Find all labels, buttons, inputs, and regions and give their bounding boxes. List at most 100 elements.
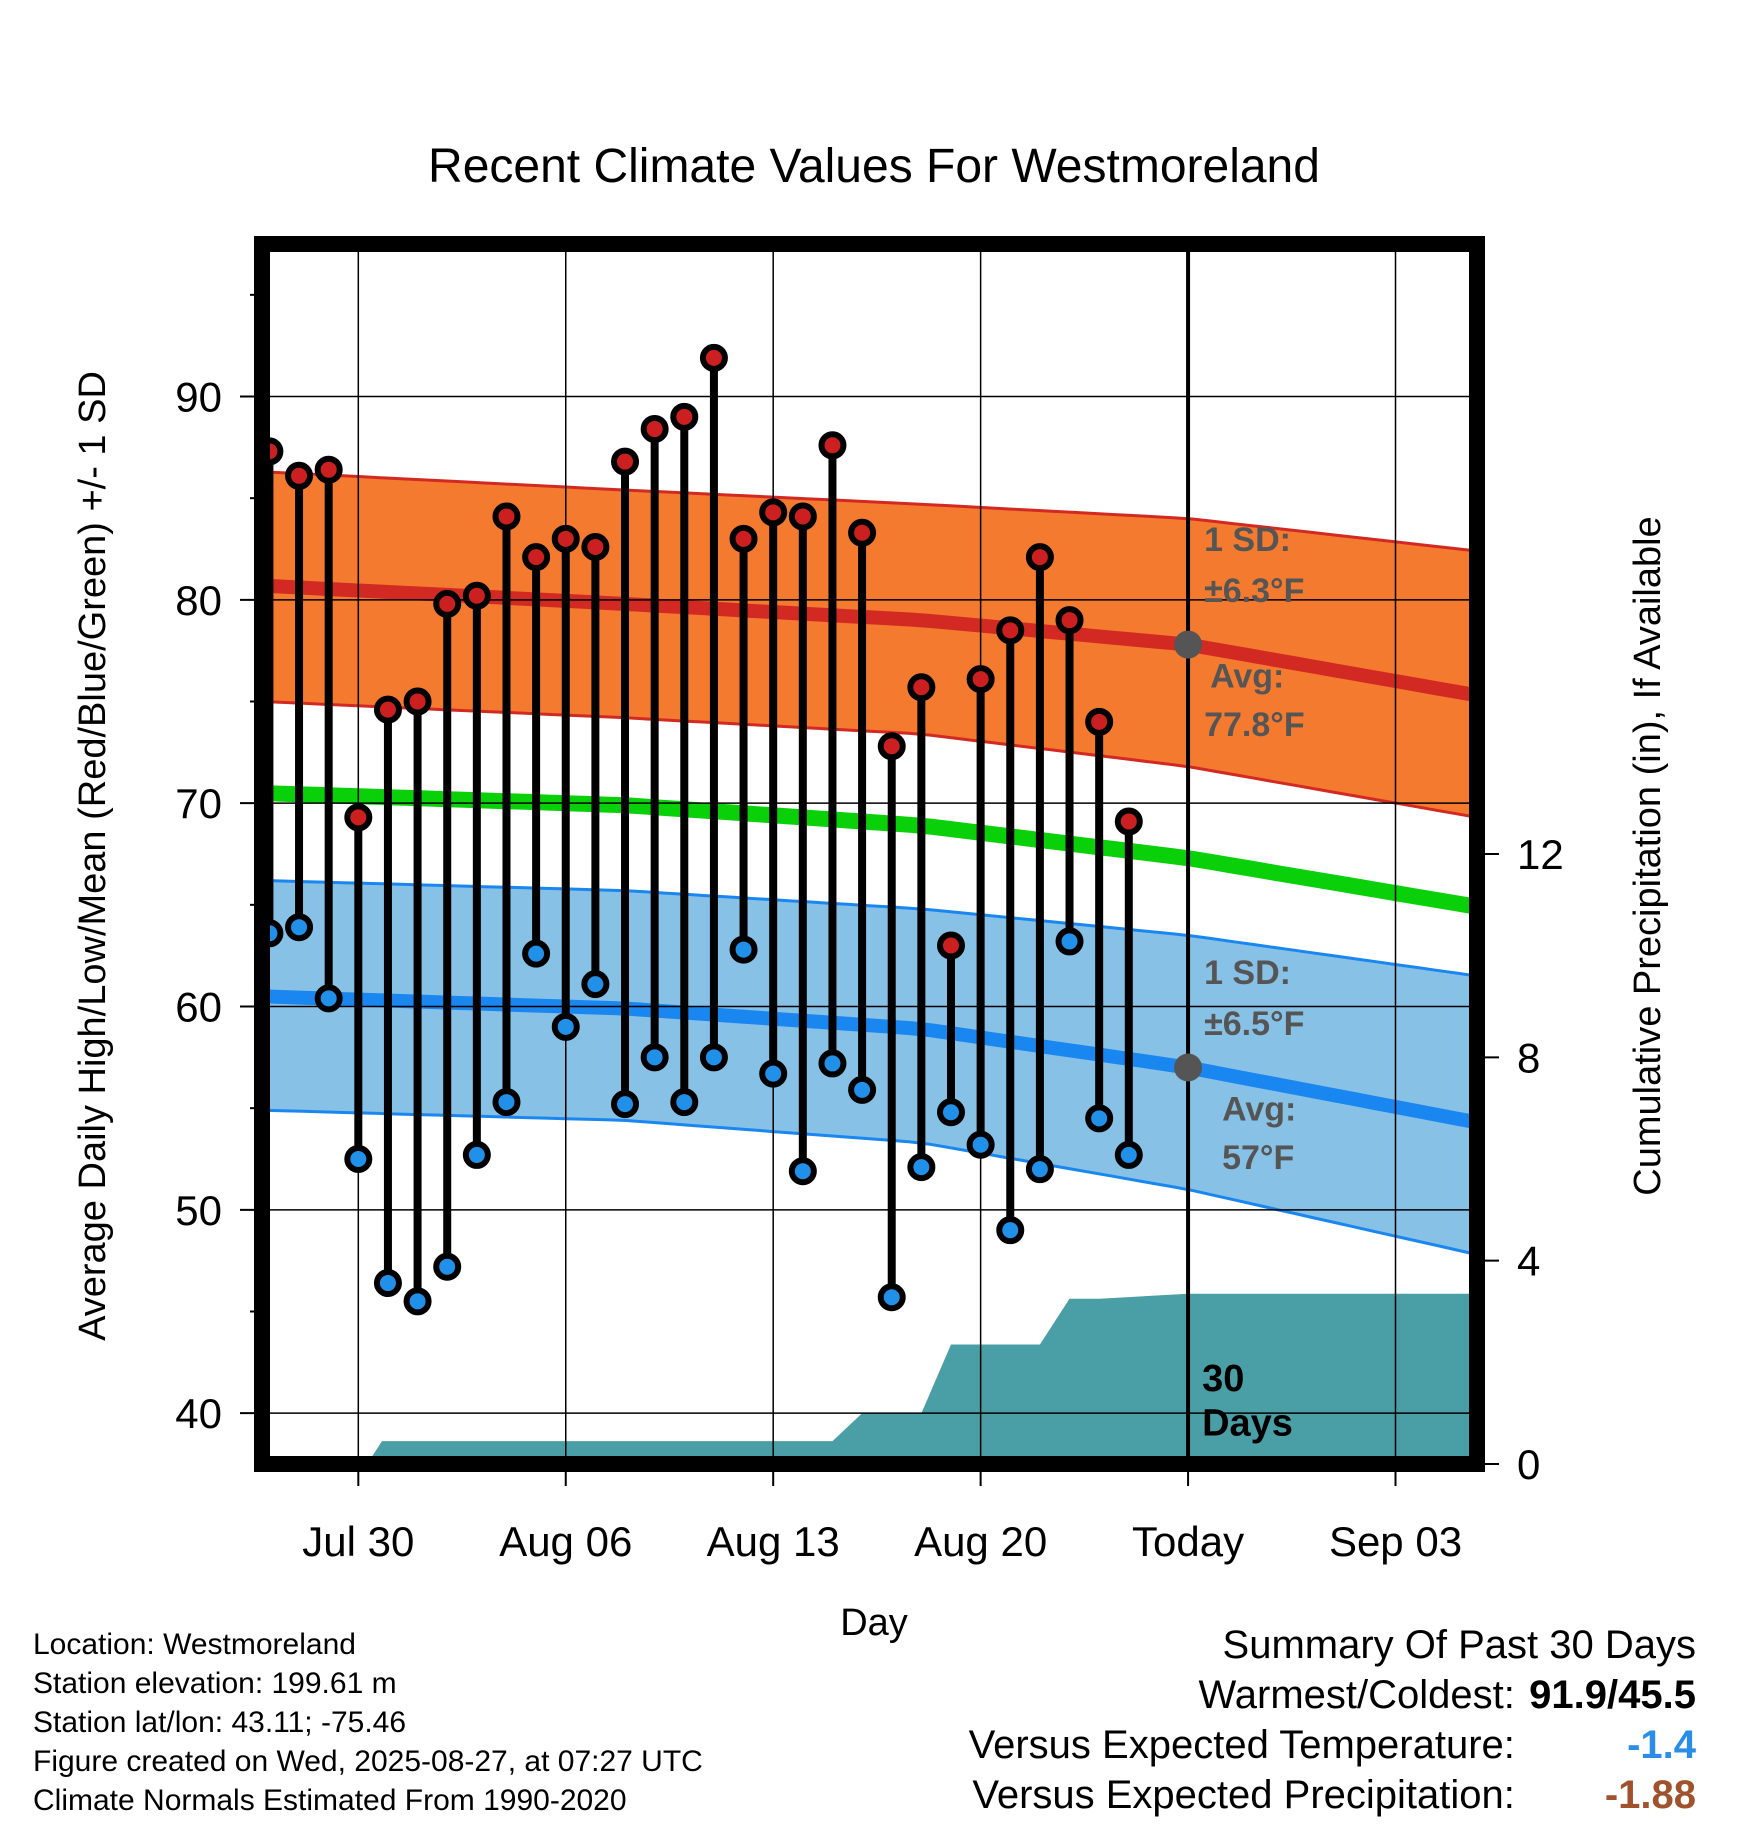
daily-low-point: [403, 1287, 432, 1316]
normal-low-sd-upper-edge: [262, 878, 1477, 978]
daily-low-point: [462, 1140, 491, 1169]
y-tick-label: 50: [175, 1187, 222, 1234]
daily-low-point: [729, 935, 758, 964]
normals-text: Climate Normals Estimated From 1990-2020: [33, 1784, 627, 1817]
daily-high-point: [462, 581, 491, 610]
daily-low-point: [581, 970, 610, 999]
daily-low-point: [314, 984, 343, 1013]
low-avg-value: 57°F: [1222, 1139, 1294, 1177]
x-axis-label: Day: [840, 1602, 908, 1644]
daily-high-point: [788, 502, 817, 531]
location-text: Location: Westmoreland: [33, 1628, 356, 1661]
x-tick-label: Jul 30: [302, 1518, 414, 1565]
elevation-text: Station elevation: 199.61 m: [33, 1667, 397, 1700]
daily-low-point: [818, 1049, 847, 1078]
temp-anomaly-label: Versus Expected Temperature:: [968, 1723, 1515, 1767]
daily-high-point: [1114, 807, 1143, 836]
normal-high-sd-lower-edge: [262, 700, 1477, 819]
daily-low-point: [551, 1012, 580, 1041]
daily-high-point: [522, 543, 551, 572]
station-info: Location: Westmoreland Station elevation…: [33, 1625, 703, 1820]
low-sd-label: 1 SD:: [1204, 954, 1291, 992]
window-unit-label: Days: [1202, 1403, 1293, 1445]
daily-high-point: [670, 402, 699, 431]
high-sd-value: ±6.3°F: [1204, 572, 1304, 610]
daily-high-point: [818, 431, 847, 460]
daily-high-point: [1085, 707, 1114, 736]
daily-low-point: [848, 1075, 877, 1104]
daily-high-point: [966, 665, 995, 694]
created-text: Figure created on Wed, 2025-08-27, at 07…: [33, 1745, 703, 1778]
warmest-label: Warmest/Coldest:: [1198, 1673, 1515, 1717]
summary-precip-row: Versus Expected Precipitation: -1.88: [969, 1770, 1696, 1820]
precip-anomaly-value: -1.88: [1604, 1773, 1696, 1817]
daily-high-point: [285, 461, 314, 490]
daily-high-point: [996, 616, 1025, 645]
x-tick-label: Sep 03: [1329, 1518, 1462, 1565]
daily-high-point: [433, 589, 462, 618]
high-avg-value: 77.8°F: [1204, 706, 1305, 744]
plot-area: 1 SD: ±6.3°F Avg: 77.8°F 1 SD: ±6.5°F Avg: 57°F…: [262, 244, 1477, 1464]
y2-tick-label: 0: [1517, 1441, 1540, 1488]
y2-tick-label: 12: [1517, 831, 1564, 878]
daily-high-point: [848, 518, 877, 547]
daily-low-point: [373, 1269, 402, 1298]
daily-low-point: [611, 1090, 640, 1119]
y2-axis-label: Cumulative Precipitation (in), If Availa…: [1627, 516, 1669, 1195]
daily-high-point: [611, 447, 640, 476]
daily-high-point: [492, 502, 521, 531]
axes: 40 50 60 70 80 90 0 4 8 12 Jul 30 Aug 06 Aug 13 Aug 2…: [175, 236, 1564, 1565]
daily-high-point: [403, 687, 432, 716]
y-tick-label: 90: [175, 374, 222, 421]
today-high-avg-marker: [1174, 630, 1203, 659]
daily-low-point: [433, 1252, 462, 1281]
precip-anomaly-label: Versus Expected Precipitation:: [972, 1773, 1515, 1817]
y-tick-label: 60: [175, 984, 222, 1031]
normal-high-sd-upper-edge: [262, 470, 1477, 553]
today-low-avg-marker: [1174, 1053, 1203, 1082]
daily-high-point: [1055, 606, 1084, 635]
daily-low-point: [788, 1157, 817, 1186]
precip-area: [262, 1293, 1477, 1464]
daily-high-point: [551, 524, 580, 553]
y-tick-label: 40: [175, 1390, 222, 1437]
daily-low-point: [1085, 1104, 1114, 1133]
daily-high-point: [907, 673, 936, 702]
x-tick-label: Aug 20: [914, 1518, 1047, 1565]
chart-title: Recent Climate Values For Westmoreland: [428, 140, 1320, 193]
daily-low-point: [877, 1283, 906, 1312]
daily-low-point: [285, 913, 314, 942]
daily-high-point: [936, 931, 965, 960]
daily-low-point: [344, 1145, 373, 1173]
daily-high-point: [1025, 543, 1054, 572]
daily-high-point: [314, 455, 343, 484]
y2-tick-label: 4: [1517, 1238, 1540, 1285]
window-number-label: 30: [1202, 1358, 1244, 1400]
high-sd-label: 1 SD:: [1204, 521, 1291, 559]
daily-high-point: [729, 524, 758, 553]
low-sd-value: ±6.5°F: [1204, 1005, 1304, 1043]
daily-high-point: [373, 695, 402, 724]
summary-panel: Summary Of Past 30 Days Warmest/Coldest:…: [969, 1620, 1696, 1820]
daily-low-point: [699, 1043, 728, 1072]
normal-low-avg-line: [262, 989, 1477, 1130]
temp-anomaly-value: -1.4: [1627, 1723, 1696, 1767]
daily-high-point: [640, 415, 669, 444]
normal-low-sd-lower-edge: [262, 1108, 1477, 1257]
x-tick-label: Aug 06: [499, 1518, 632, 1565]
y2-tick-label: 8: [1517, 1034, 1540, 1081]
daily-high-point: [699, 343, 728, 372]
daily-low-point: [996, 1216, 1025, 1245]
daily-low-point: [522, 939, 551, 968]
plot-content: 1 SD: ±6.3°F Avg: 77.8°F 1 SD: ±6.5°F Avg: 57°F…: [262, 244, 1477, 1464]
low-avg-label: Avg:: [1222, 1090, 1296, 1128]
x-tick-label: Aug 13: [707, 1518, 840, 1565]
daily-low-point: [936, 1098, 965, 1127]
daily-low-point: [670, 1088, 699, 1117]
daily-low-point: [1025, 1155, 1054, 1184]
summary-heading: Summary Of Past 30 Days: [1222, 1623, 1696, 1667]
latlon-text: Station lat/lon: 43.11; -75.46: [33, 1706, 407, 1739]
y-tick-label: 80: [175, 577, 222, 624]
summary-temp-row: Versus Expected Temperature: -1.4: [969, 1720, 1696, 1770]
